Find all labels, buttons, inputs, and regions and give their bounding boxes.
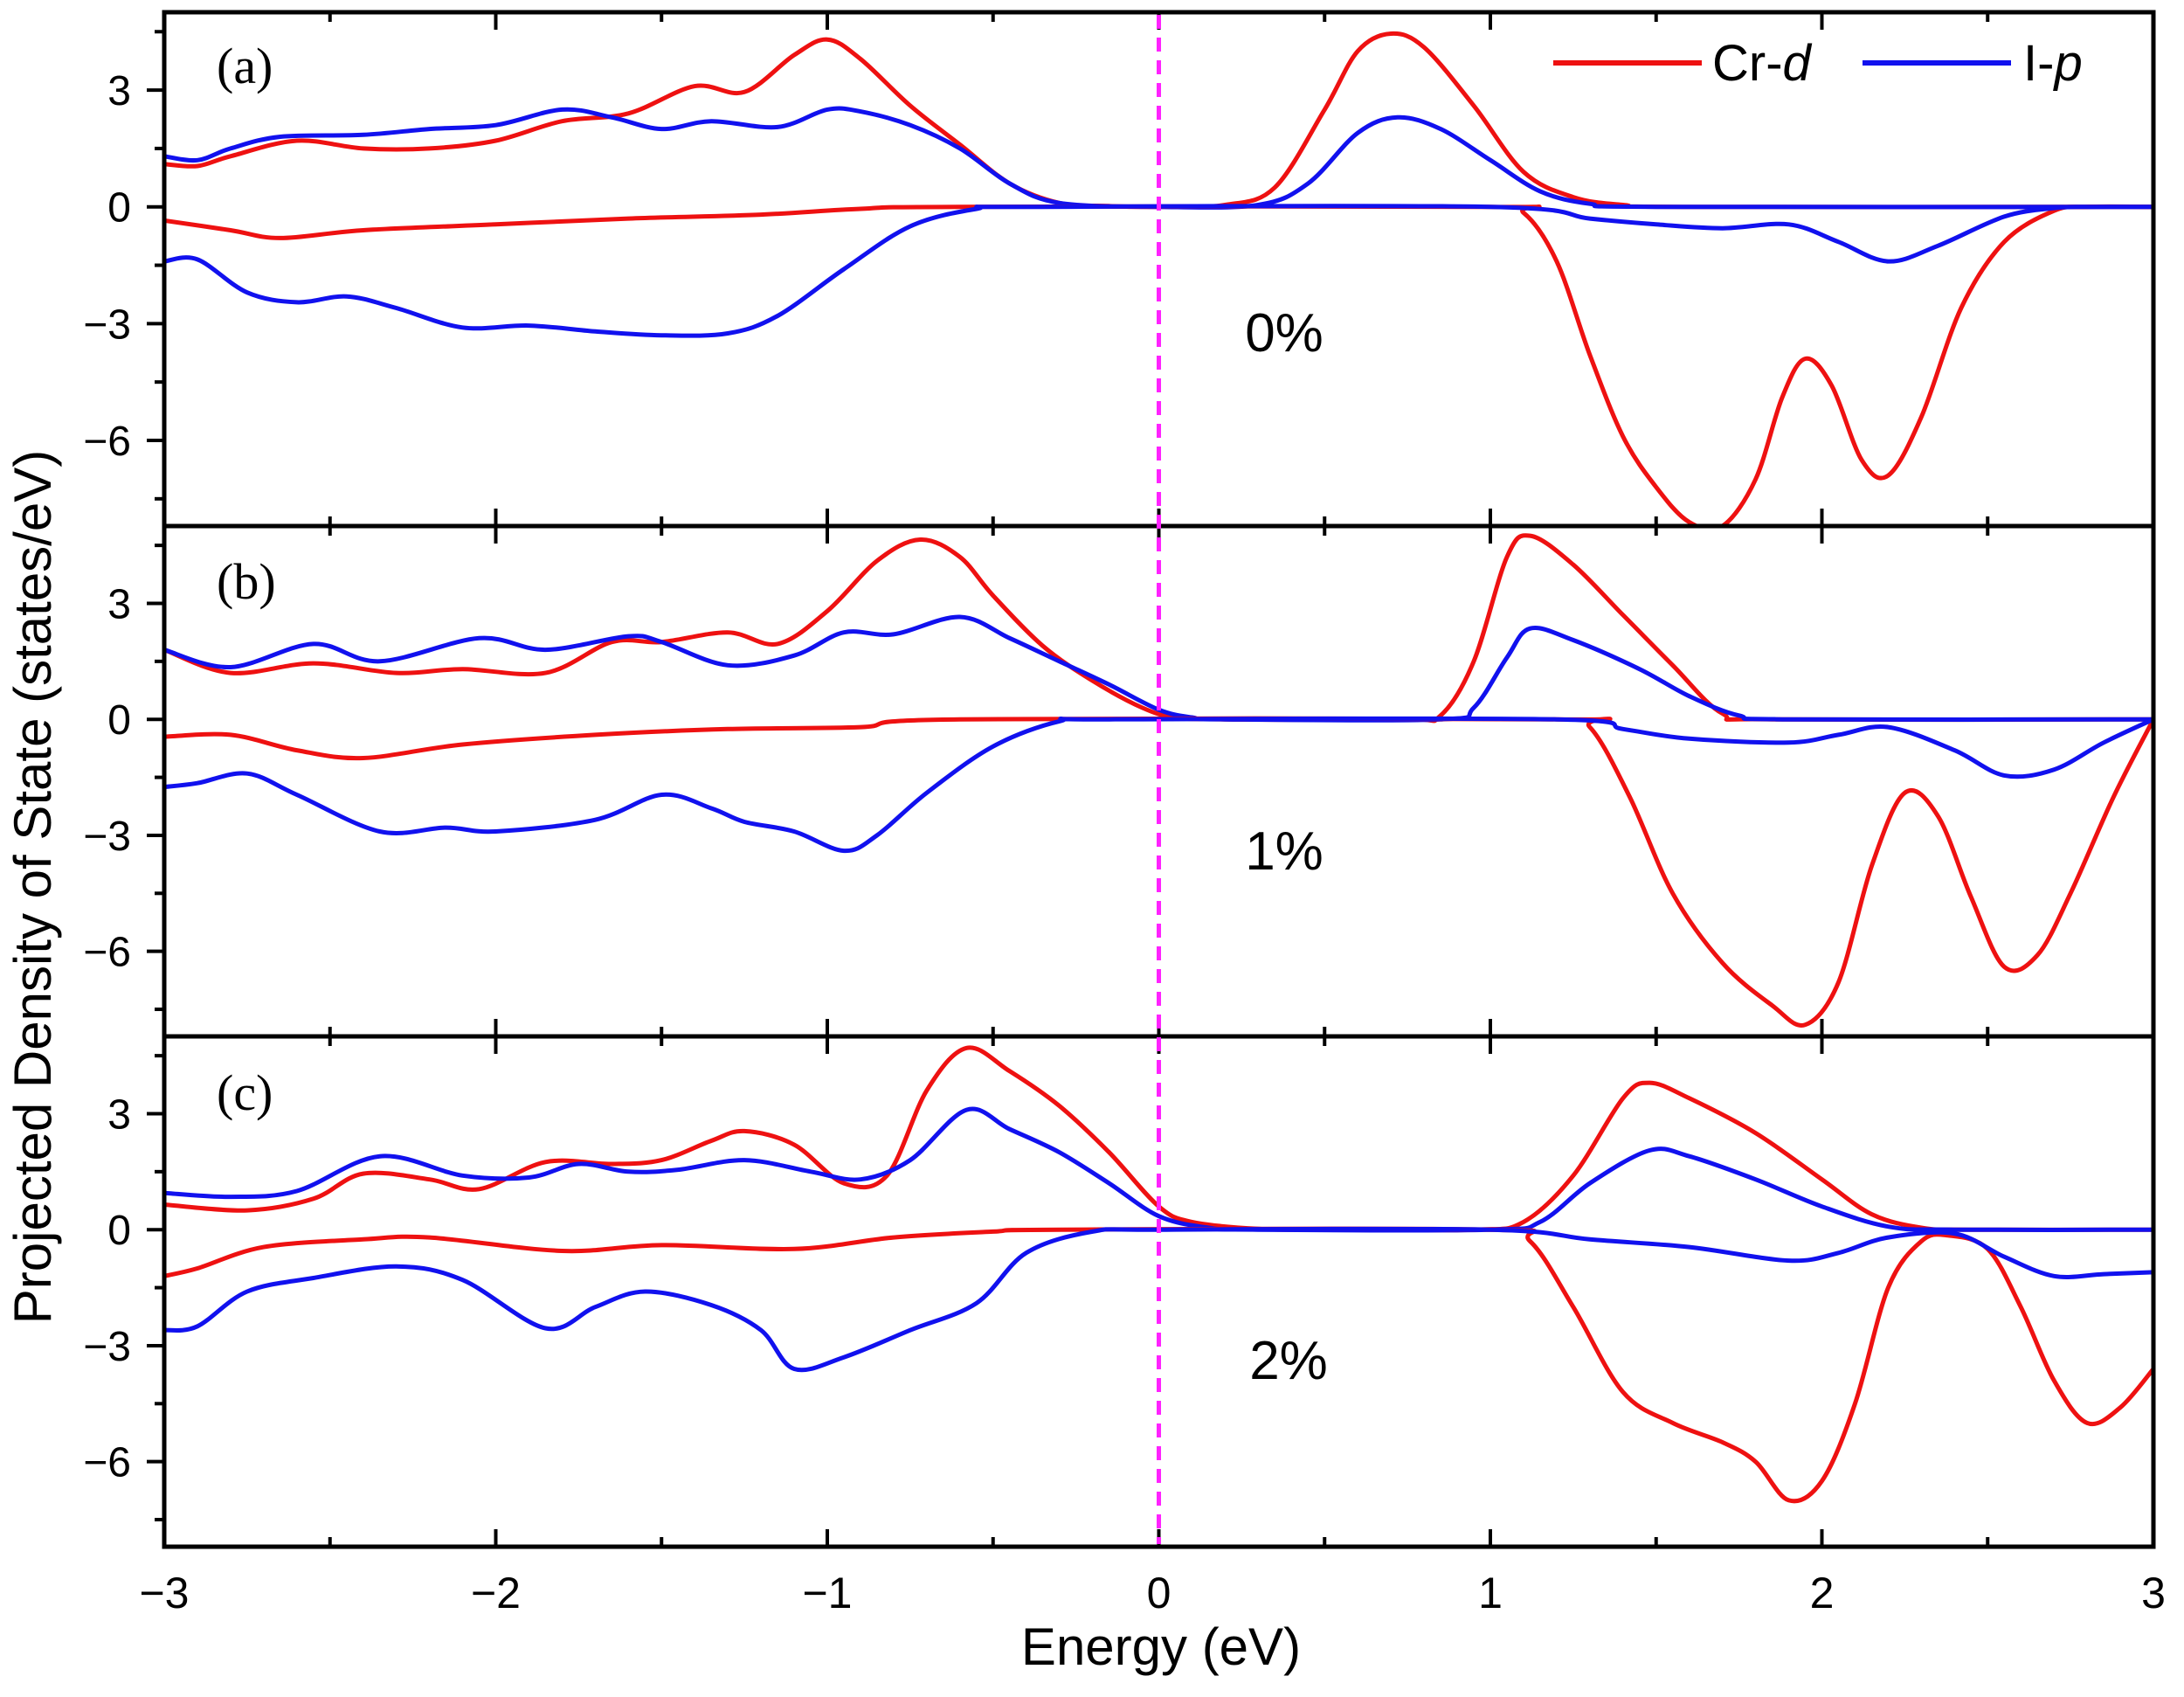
y-tick-label: −3	[83, 814, 131, 860]
series-i-p-spin-up	[164, 1106, 2153, 1233]
x-tick-label: −3	[139, 1569, 189, 1617]
series-cr-d-spin-up	[164, 1045, 2153, 1233]
x-tick-label: 1	[1478, 1569, 1503, 1617]
series-cr-d-spin-up	[164, 533, 2153, 724]
series-i-p-spin-down	[164, 204, 2153, 338]
panel-series-group	[164, 31, 2153, 526]
series-cr-d-spin-down	[164, 716, 2153, 1028]
y-tick-label: 0	[107, 697, 131, 744]
series-cr-d-spin-down	[164, 204, 2153, 526]
legend-label-i-p: I-p	[2023, 35, 2083, 92]
y-tick-label: 0	[107, 185, 131, 232]
y-tick-label: −6	[83, 930, 131, 976]
x-axis-title: Energy (eV)	[1021, 1617, 1301, 1676]
x-tick-label: −2	[471, 1569, 521, 1617]
y-tick-label: 3	[107, 581, 131, 627]
series-i-p-spin-up	[164, 614, 2153, 723]
panel-series-group	[164, 1045, 2153, 1504]
y-tick-label: −3	[83, 301, 131, 348]
panel-label: (b)	[217, 553, 276, 610]
y-axis-title: Projected Density of State (states/eV)	[3, 450, 62, 1324]
series-i-p-spin-up	[164, 106, 2153, 210]
panel-label: (c)	[217, 1064, 273, 1121]
x-tick-label: 2	[1810, 1569, 1835, 1617]
strain-label: 0%	[1245, 303, 1324, 364]
x-tick-label: 3	[2141, 1569, 2166, 1617]
x-tick-label: −1	[802, 1569, 852, 1617]
y-tick-label: 0	[107, 1208, 131, 1254]
y-tick-label: −6	[83, 1440, 131, 1486]
x-tick-label: 0	[1147, 1569, 1171, 1617]
y-tick-label: 3	[107, 68, 131, 114]
strain-label: 1%	[1245, 821, 1324, 882]
strain-label: 2%	[1249, 1331, 1328, 1391]
panel-series-group	[164, 533, 2153, 1028]
legend-label-cr-d: Cr-d	[1712, 35, 1813, 92]
series-i-p-spin-down	[164, 716, 2153, 854]
y-tick-label: −3	[83, 1324, 131, 1370]
y-tick-label: −6	[83, 419, 131, 465]
panel-c: 3 0 −3 −6 (c) 2%	[83, 1034, 2156, 1549]
x-axis: −3 −2 −1 0 1 2 3	[139, 1569, 2165, 1617]
y-tick-label: 3	[107, 1091, 131, 1138]
legend: Cr-d I-p	[1553, 35, 2083, 92]
series-i-p-spin-down	[164, 1226, 2153, 1373]
panel-label: (a)	[217, 38, 273, 94]
